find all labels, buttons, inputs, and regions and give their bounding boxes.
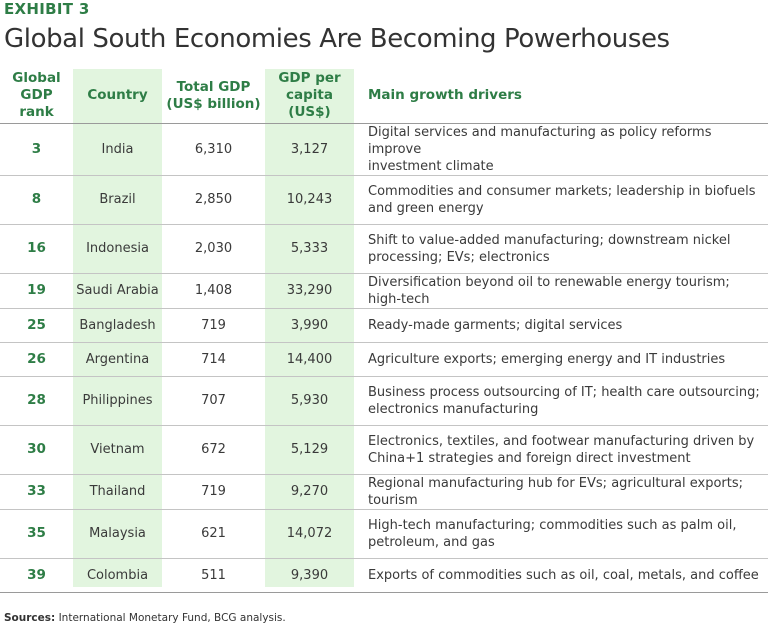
gdp-cell: 511 [162,558,265,593]
gdp-cell: 707 [162,376,265,426]
drivers-cell: Exports of commodities such as oil, coal… [354,558,768,593]
rank-cell: 8 [0,175,73,225]
country-cell: Thailand [73,474,162,510]
sources-label: Sources: [4,612,56,624]
table-row: 33 Thailand 719 9,270 Regional manufactu… [0,474,768,510]
header-rank: Global GDP rank [0,69,73,124]
per-capita-cell: 10,243 [265,175,354,225]
country-cell: Brazil [73,175,162,225]
header-total-gdp: Total GDP (US$ billion) [162,69,265,124]
drivers-cell: Electronics, textiles, and footwear manu… [354,425,768,475]
per-capita-cell: 9,390 [265,558,354,593]
per-capita-cell: 5,129 [265,425,354,475]
country-cell: Indonesia [73,224,162,274]
gdp-cell: 6,310 [162,123,265,176]
gdp-cell: 2,850 [162,175,265,225]
country-cell: India [73,123,162,176]
rank-cell: 39 [0,558,73,593]
rank-cell: 16 [0,224,73,274]
gdp-cell: 672 [162,425,265,475]
per-capita-cell: 14,400 [265,342,354,377]
drivers-cell: Digital services and manufacturing as po… [354,123,768,176]
drivers-cell: Business process outsourcing of IT; heal… [354,376,768,426]
gdp-cell: 719 [162,308,265,343]
rank-cell: 33 [0,474,73,510]
per-capita-cell: 3,127 [265,123,354,176]
drivers-cell: Agriculture exports; emerging energy and… [354,342,768,377]
per-capita-cell: 33,290 [265,273,354,309]
drivers-cell: Ready-made garments; digital services [354,308,768,343]
per-capita-cell: 3,990 [265,308,354,343]
table-row: 35 Malaysia 621 14,072 High-tech manufac… [0,509,768,559]
header-growth-drivers: Main growth drivers [354,69,768,124]
drivers-cell: Regional manufacturing hub for EVs; agri… [354,474,768,510]
table-row: 3 India 6,310 3,127 Digital services and… [0,123,768,176]
per-capita-cell: 5,333 [265,224,354,274]
rank-cell: 25 [0,308,73,343]
table-row: 26 Argentina 714 14,400 Agriculture expo… [0,342,768,377]
drivers-cell: Commodities and consumer markets; leader… [354,175,768,225]
gdp-cell: 1,408 [162,273,265,309]
country-cell: Bangladesh [73,308,162,343]
country-cell: Malaysia [73,509,162,559]
table-row: 25 Bangladesh 719 3,990 Ready-made garme… [0,308,768,343]
per-capita-cell: 9,270 [265,474,354,510]
table-header-row: Global GDP rank Country Total GDP (US$ b… [0,69,768,124]
table-row: 8 Brazil 2,850 10,243 Commodities and co… [0,175,768,225]
per-capita-cell: 5,930 [265,376,354,426]
table-row: 16 Indonesia 2,030 5,333 Shift to value-… [0,224,768,274]
rank-cell: 3 [0,123,73,176]
per-capita-cell: 14,072 [265,509,354,559]
table-row: 30 Vietnam 672 5,129 Electronics, textil… [0,425,768,475]
gdp-cell: 719 [162,474,265,510]
table-row: 28 Philippines 707 5,930 Business proces… [0,376,768,426]
exhibit-label: EXHIBIT 3 [4,0,90,18]
rank-cell: 26 [0,342,73,377]
rank-cell: 28 [0,376,73,426]
table-row: 39 Colombia 511 9,390 Exports of commodi… [0,558,768,593]
header-gdp-per-capita: GDP per capita (US$) [265,69,354,124]
sources-note: Sources: International Monetary Fund, BC… [4,612,286,625]
drivers-cell: High-tech manufacturing; commodities suc… [354,509,768,559]
gdp-cell: 714 [162,342,265,377]
country-cell: Colombia [73,558,162,593]
table-row: 19 Saudi Arabia 1,408 33,290 Diversifica… [0,273,768,309]
gdp-cell: 2,030 [162,224,265,274]
drivers-cell: Shift to value-added manufacturing; down… [354,224,768,274]
rank-cell: 19 [0,273,73,309]
rank-cell: 35 [0,509,73,559]
page-title: Global South Economies Are Becoming Powe… [4,24,670,54]
header-country: Country [73,69,162,124]
country-cell: Saudi Arabia [73,273,162,309]
gdp-cell: 621 [162,509,265,559]
sources-text: International Monetary Fund, BCG analysi… [55,612,286,624]
rank-cell: 30 [0,425,73,475]
country-cell: Philippines [73,376,162,426]
gdp-table: Global GDP rank Country Total GDP (US$ b… [0,69,768,593]
country-cell: Vietnam [73,425,162,475]
country-cell: Argentina [73,342,162,377]
drivers-cell: Diversification beyond oil to renewable … [354,273,768,309]
